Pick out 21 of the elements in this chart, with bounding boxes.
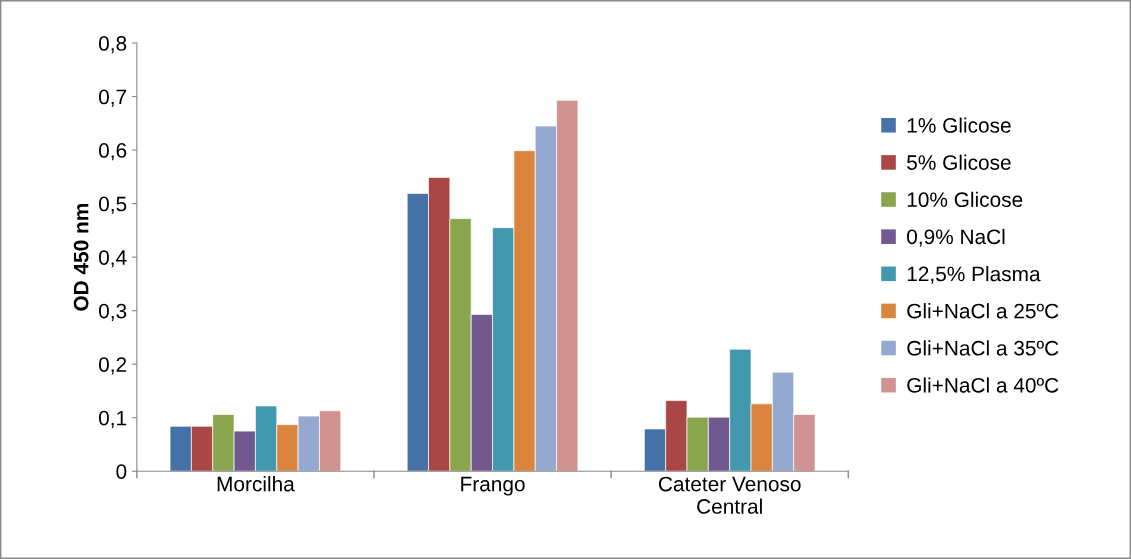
legend-label: 10% Glicose	[907, 191, 1023, 208]
y-tick-label: 0,5	[98, 196, 127, 214]
legend-label: 0,9% NaCl	[907, 228, 1005, 247]
y-tick-label: 0,2	[98, 357, 127, 375]
y-tick-label: 0,7	[98, 89, 127, 107]
y-axis-title: OD 450 nm	[73, 204, 89, 311]
legend-label: Gli+NaCl a 25ºC	[907, 303, 1059, 319]
y-tick-label: 0,8	[98, 36, 127, 54]
y-tick-label: 0,1	[98, 410, 127, 428]
legend-label: Gli+NaCl a 40ºC	[907, 377, 1059, 393]
y-tick-label: 0,6	[98, 143, 127, 161]
y-tick-label: 0,3	[98, 303, 127, 321]
legend-label: 1% Glicose	[907, 117, 1011, 133]
legend-label: 12,5% Plasma	[907, 265, 1041, 284]
x-tick-label: Frango	[461, 476, 525, 496]
y-tick-label: 0	[116, 464, 127, 479]
legend-label: Gli+NaCl a 35ºC	[907, 340, 1059, 356]
x-tick-label: Cateter Venoso Central	[658, 476, 801, 514]
x-tick-label: Morcilha	[217, 476, 295, 492]
y-tick-label: 0,4	[98, 250, 127, 268]
legend-label: 5% Glicose	[907, 154, 1011, 170]
